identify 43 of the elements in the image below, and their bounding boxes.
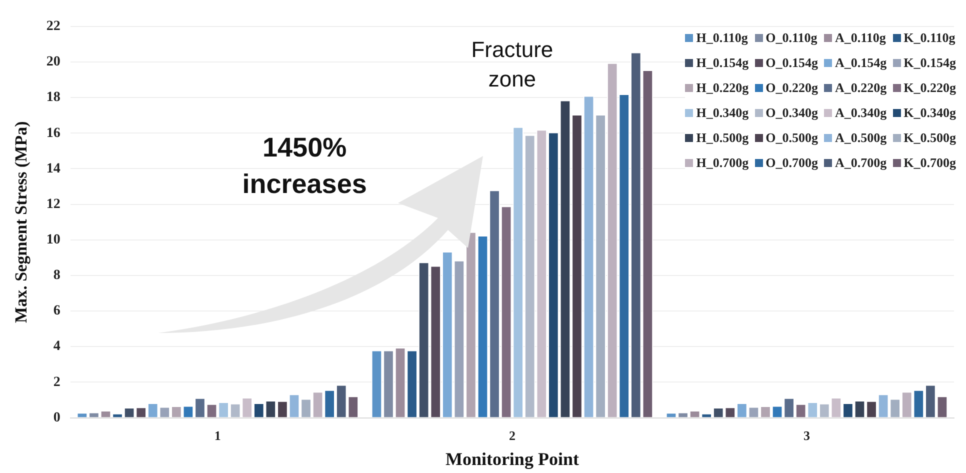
annotation: Fracture zone [471,36,554,92]
legend-label: K_0.110g [904,30,956,46]
legend-label: H_0.154g [696,55,749,71]
legend-label: O_0.700g [766,155,818,171]
legend-label: A_0.700g [834,155,887,171]
y-axis-title: Max. Segment Stress (MPa) [12,121,31,323]
y-tick-label: 18 [46,90,60,106]
legend-label: H_0.110g [696,30,748,46]
y-tick-label: 14 [46,161,60,176]
y-tick-label: 0 [53,410,60,426]
legend-label: O_0.110g [766,30,818,46]
x-axis-title: Monitoring Point [445,448,579,469]
legend-label: K_0.220g [904,80,956,96]
y-tick-label: 12 [46,196,60,212]
legend-label: O_0.340g [766,105,818,121]
y-tick-label: 20 [46,54,60,70]
legend-label: H_0.500g [696,130,749,146]
legend-label: O_0.220g [766,80,818,96]
y-tick-label: 4 [53,339,60,354]
legend-label: A_0.500g [834,130,887,146]
legend-label: O_0.500g [766,130,818,146]
legend-label: K_0.154g [904,55,956,71]
x-tick-label: 1 [214,428,221,443]
y-tick-label: 22 [46,19,60,34]
legend-label: H_0.220g [696,80,749,96]
legend-label: A_0.154g [834,55,887,71]
legend-label: A_0.110g [834,30,886,46]
legend-label: O_0.154g [766,55,818,71]
y-tick-label: 2 [53,374,60,390]
legend-label: K_0.500g [904,130,956,146]
y-tick-label: 8 [53,268,60,284]
legend-label: H_0.700g [696,155,749,171]
annotation: 1450% increases [242,132,367,199]
legend-label: K_0.700g [904,155,956,171]
y-tick-label: 16 [46,126,60,141]
y-tick-label: 6 [53,304,60,319]
legend-label: A_0.220g [834,80,887,96]
legend-label: H_0.340g [696,105,749,121]
x-tick-label: 3 [803,428,810,443]
legend-label: A_0.340g [834,105,887,121]
x-tick-label: 2 [508,428,516,443]
y-tick-label: 10 [46,232,60,248]
legend-label: K_0.340g [904,105,956,121]
